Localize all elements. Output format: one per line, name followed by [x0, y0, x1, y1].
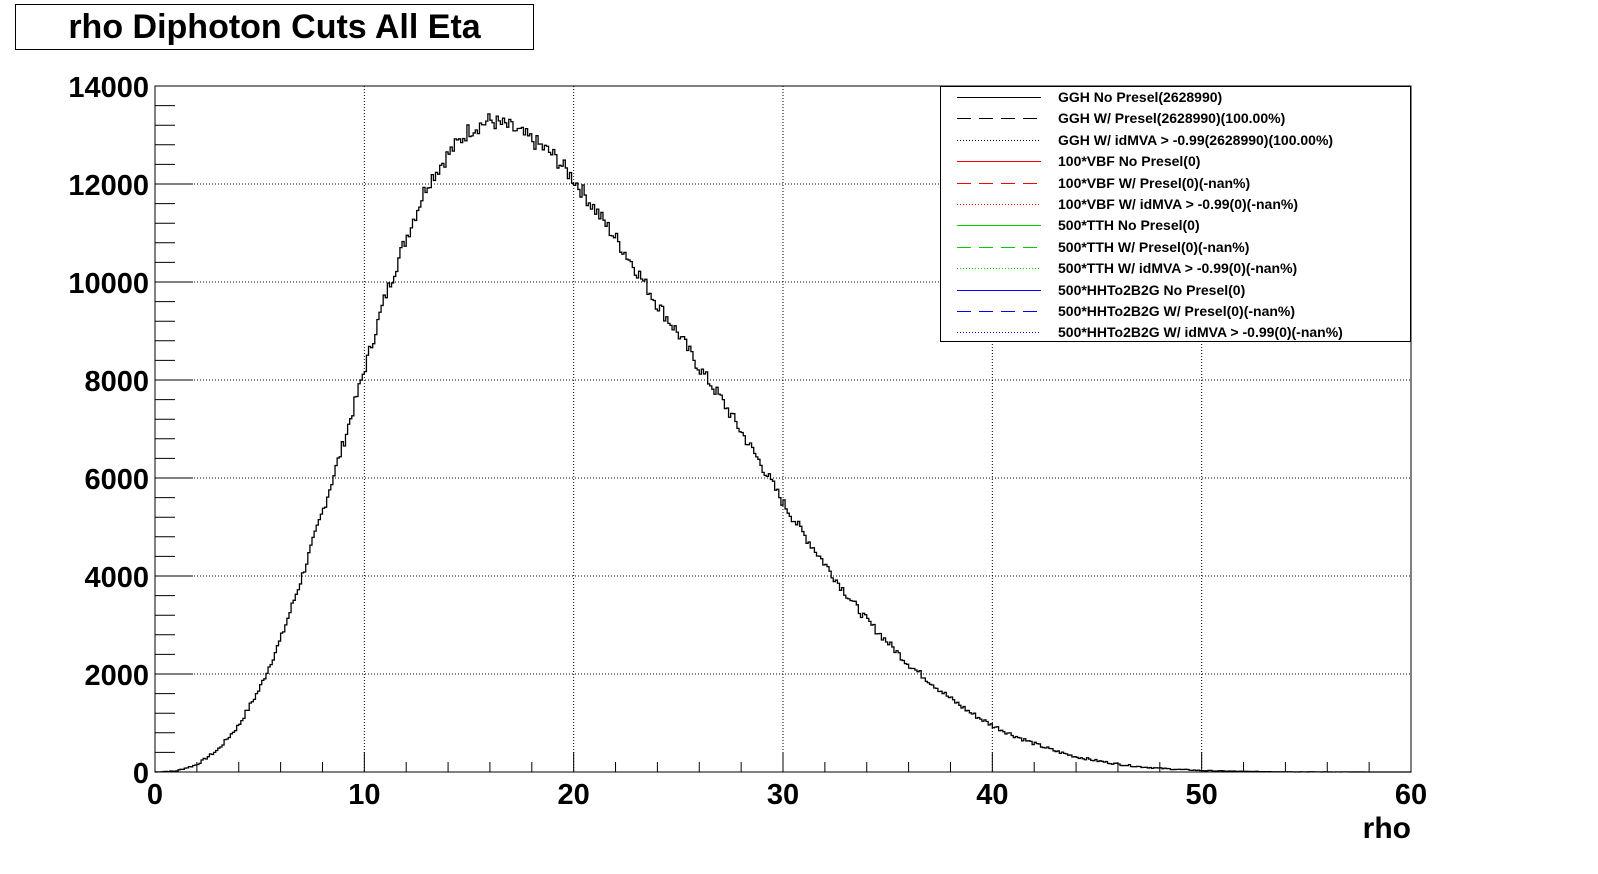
legend-entry: 500*TTH W/ idMVA > -0.99(0)(-nan%) [941, 258, 1410, 279]
y-tick-label: 4000 [84, 562, 149, 594]
legend-line-marker [957, 311, 1041, 312]
legend-label: 100*VBF W/ Presel(0)(-nan%) [1058, 174, 1251, 191]
legend-line-marker [957, 268, 1041, 270]
legend-entry: 500*HHTo2B2G W/ Presel(0)(-nan%) [941, 301, 1410, 322]
legend-line-marker [957, 289, 1041, 291]
legend-line-marker [957, 97, 1041, 98]
legend-line-marker [957, 118, 1041, 120]
legend-line-marker [957, 225, 1041, 227]
y-tick-label: 6000 [84, 464, 149, 496]
legend-entry: 100*VBF W/ Presel(0)(-nan%) [941, 173, 1410, 194]
y-tick-label: 14000 [68, 72, 149, 104]
legend-line-marker [957, 139, 1041, 141]
legend-entry: 500*TTH No Presel(0) [941, 215, 1410, 236]
y-tick-label: 12000 [68, 170, 149, 202]
legend: GGH No Presel(2628990) GGH W/ Presel(2628… [940, 86, 1411, 342]
x-tick-label: 30 [767, 779, 799, 811]
axes: 0 10 20 30 40 50 60 0 2000 4000 6000 8000 10000 12000… [68, 72, 1427, 811]
legend-line-marker [957, 182, 1041, 184]
x-tick-label: 0 [147, 779, 163, 811]
histogram-ggh-no-presel [154, 113, 1411, 773]
legend-entry: GGH W/ Presel(2628990)(100.00%) [941, 108, 1410, 129]
legend-label: 100*VBF No Presel(0) [1058, 153, 1201, 170]
legend-entry: 500*TTH W/ Presel(0)(-nan%) [941, 237, 1410, 258]
histogram-series [154, 113, 1411, 773]
legend-label: 500*TTH No Presel(0) [1058, 217, 1200, 234]
legend-label: 100*VBF W/ idMVA > -0.99(0)(-nan%) [1058, 196, 1298, 212]
y-tick-label: 8000 [84, 366, 149, 398]
x-axis-label: rho [1363, 812, 1411, 845]
legend-label: 500*TTH W/ Presel(0)(-nan%) [1058, 238, 1250, 255]
x-tick-label: 20 [558, 779, 590, 811]
legend-label: GGH W/ idMVA > -0.99(2628990)(100.00%) [1058, 131, 1334, 148]
x-tick-label: 40 [976, 779, 1008, 811]
legend-label: GGH W/ Presel(2628990)(100.00%) [1058, 110, 1286, 127]
x-tick-label: 10 [348, 779, 380, 811]
chart-title: rho Diphoton Cuts All Eta [68, 7, 481, 46]
legend-entry: 100*VBF W/ idMVA > -0.99(0)(-nan%) [941, 194, 1410, 215]
legend-entry: GGH No Presel(2628990) [941, 87, 1410, 108]
legend-entry: 100*VBF No Presel(0) [941, 151, 1410, 172]
legend-entry: 500*HHTo2B2G W/ idMVA > -0.99(0)(-nan%) [941, 322, 1410, 343]
legend-entry: GGH W/ idMVA > -0.99(2628990)(100.00%) [941, 130, 1410, 151]
legend-line-marker [957, 246, 1041, 248]
legend-line-marker [957, 161, 1041, 163]
y-tick-label: 0 [133, 758, 149, 790]
legend-label: GGH No Presel(2628990) [1058, 89, 1223, 105]
x-tick-label: 50 [1186, 779, 1218, 811]
legend-line-marker [957, 332, 1041, 334]
legend-label: 500*HHTo2B2G W/ Presel(0)(-nan%) [1058, 303, 1296, 319]
legend-entry: 500*HHTo2B2G No Presel(0) [941, 280, 1410, 301]
legend-line-marker [957, 204, 1041, 205]
legend-label: 500*HHTo2B2G No Presel(0) [1058, 281, 1246, 298]
y-tick-label: 2000 [84, 660, 149, 692]
x-tick-label: 60 [1395, 779, 1427, 811]
legend-label: 500*TTH W/ idMVA > -0.99(0)(-nan%) [1058, 260, 1298, 277]
y-tick-label: 10000 [68, 268, 149, 300]
legend-label: 500*HHTo2B2G W/ idMVA > -0.99(0)(-nan%) [1058, 324, 1343, 341]
chart-title-box: rho Diphoton Cuts All Eta [15, 4, 534, 50]
